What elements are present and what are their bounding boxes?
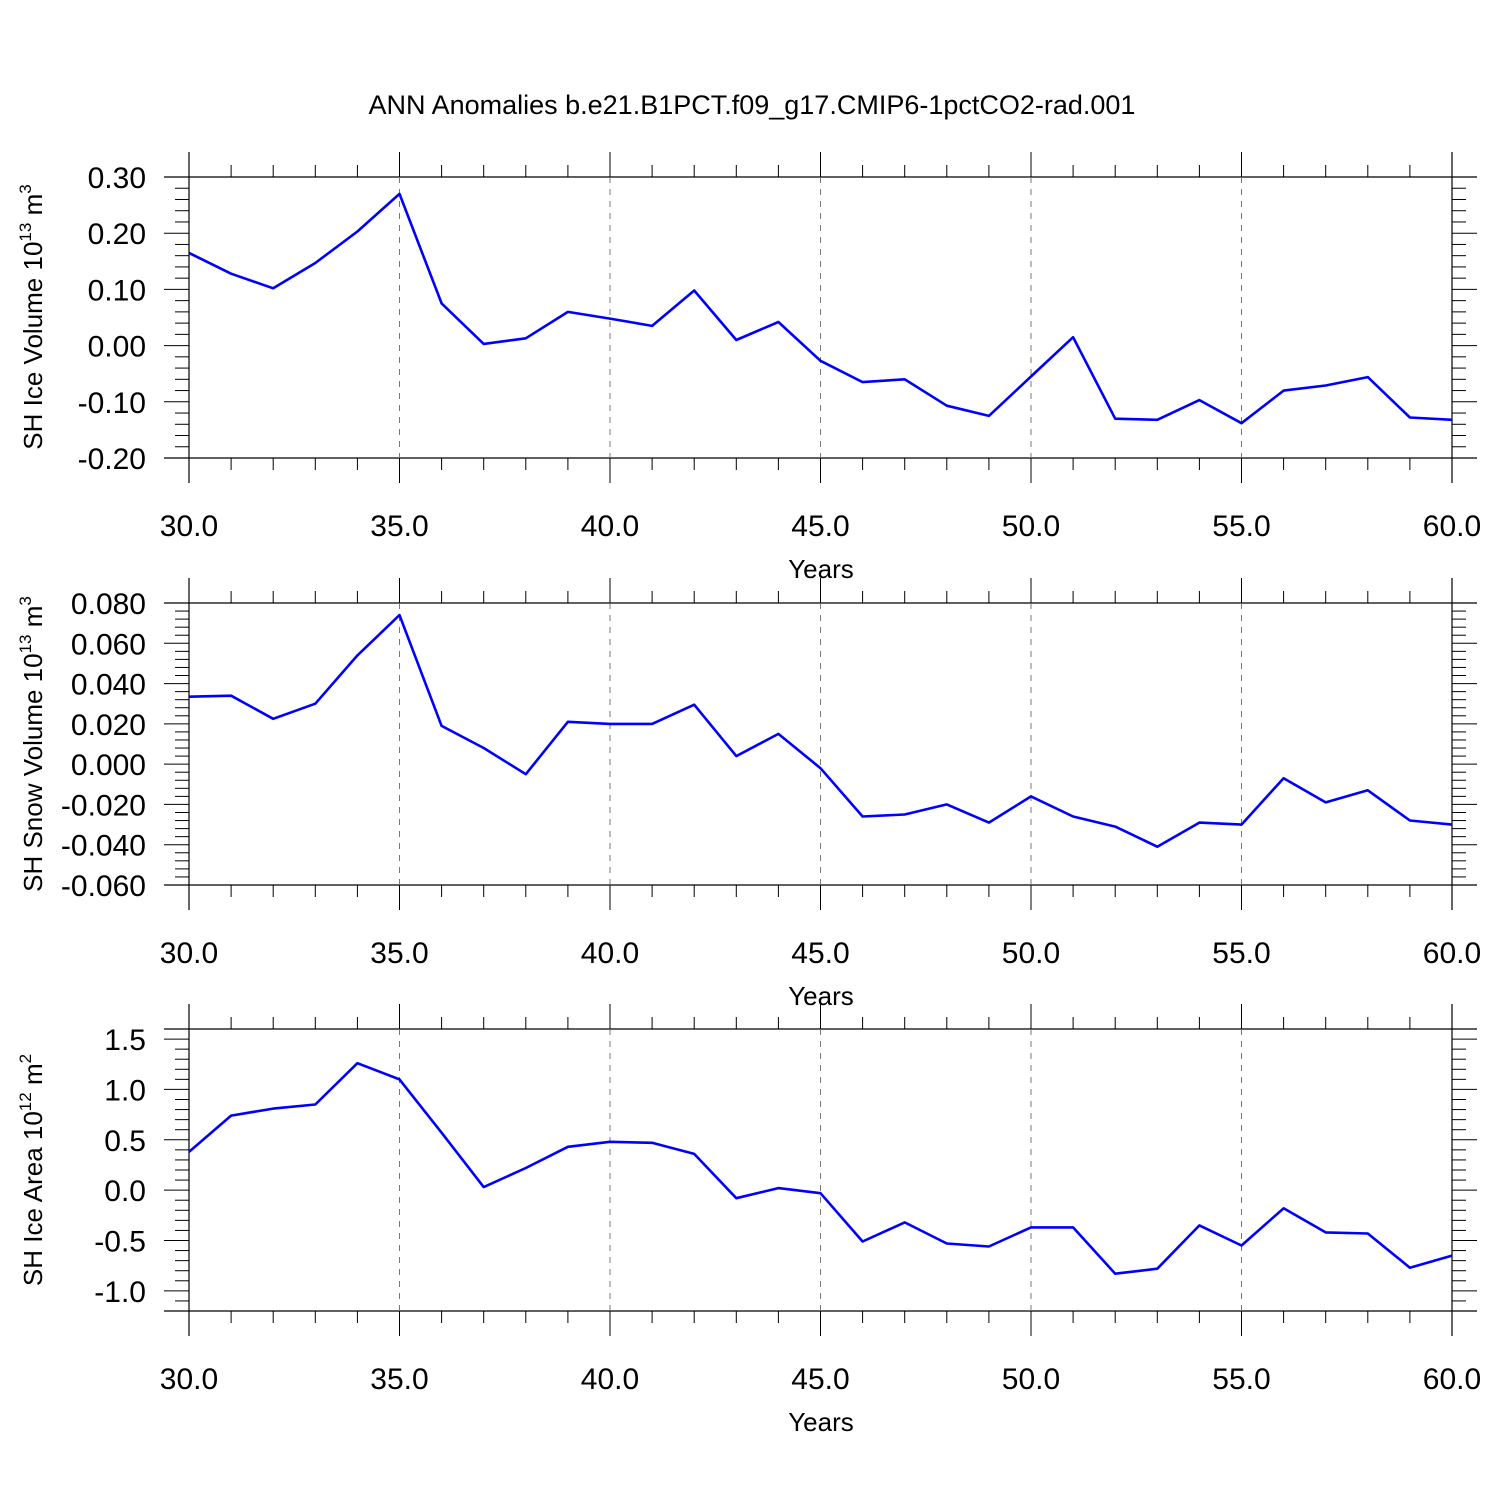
chart-panel-1: 30.0 35.0 40.0 45.0 50.0 55.0 60.0 -0.20 -0.10 0.… — [16, 152, 1481, 584]
x-tick-label: 30.0 — [160, 510, 218, 543]
y-tick-label: -0.040 — [61, 830, 146, 863]
x-tick-label: 60.0 — [1423, 1363, 1481, 1396]
x-tick-label: 35.0 — [370, 937, 428, 970]
y-axis-label: SH Ice Volume 1013 m3 — [16, 184, 48, 449]
y-tick-label: 0.0 — [104, 1175, 146, 1208]
y-tick-label: -0.020 — [61, 789, 146, 822]
x-tick-label: 60.0 — [1423, 510, 1481, 543]
y-tick-label: -0.060 — [61, 870, 146, 903]
x-tick-label: 45.0 — [791, 510, 849, 543]
x-tick-label: 35.0 — [370, 510, 428, 543]
y-axis-label: SH Ice Area 1012 m2 — [16, 1054, 48, 1286]
y-tick-label: -0.10 — [78, 387, 146, 420]
y-tick-label: 0.000 — [71, 749, 146, 782]
y-tick-label: 0.060 — [71, 628, 146, 661]
chart-panel-2: 30.0 35.0 40.0 45.0 50.0 55.0 60.0 -0.060 -0.040… — [16, 578, 1481, 1011]
x-tick-label: 40.0 — [581, 1363, 639, 1396]
x-tick-label: 50.0 — [1002, 937, 1060, 970]
y-tick-label: 0.20 — [88, 218, 146, 251]
y-tick-label: -0.20 — [78, 443, 146, 476]
y-tick-label: 0.30 — [88, 162, 146, 195]
y-tick-label: 1.5 — [104, 1024, 146, 1057]
y-axis-label: SH Snow Volume 1013 m3 — [16, 596, 48, 892]
series-line-1 — [188, 192, 1453, 425]
y-tick-label: 0.10 — [88, 274, 146, 307]
series-line-1 — [188, 1061, 1453, 1275]
y-tick-label: 1.0 — [104, 1074, 146, 1107]
y-tick-label: 0.040 — [71, 669, 146, 702]
x-tick-label: 50.0 — [1002, 1363, 1060, 1396]
x-tick-label: 60.0 — [1423, 937, 1481, 970]
y-tick-label: -0.5 — [94, 1226, 146, 1259]
x-tick-label: 45.0 — [791, 937, 849, 970]
x-axis-label: Years — [788, 1407, 854, 1437]
x-tick-label: 30.0 — [160, 1363, 218, 1396]
y-tick-label: 0.080 — [71, 588, 146, 621]
x-tick-label: 55.0 — [1212, 510, 1270, 543]
x-tick-label: 35.0 — [370, 1363, 428, 1396]
x-tick-label: 45.0 — [791, 1363, 849, 1396]
y-tick-label: 0.020 — [71, 709, 146, 742]
x-tick-label: 55.0 — [1212, 1363, 1270, 1396]
chart-title: ANN Anomalies b.e21.B1PCT.f09_g17.CMIP6-… — [369, 90, 1136, 120]
x-tick-label: 40.0 — [581, 937, 639, 970]
y-tick-label: 0.5 — [104, 1125, 146, 1158]
chart-panel-3: 30.0 35.0 40.0 45.0 50.0 55.0 60.0 -1.0 -0.5 0.0 0… — [16, 1004, 1481, 1437]
x-tick-label: 50.0 — [1002, 510, 1060, 543]
x-tick-label: 40.0 — [581, 510, 639, 543]
series-line-1 — [188, 613, 1453, 849]
x-tick-label: 55.0 — [1212, 937, 1270, 970]
x-tick-label: 30.0 — [160, 937, 218, 970]
y-tick-label: 0.00 — [88, 331, 146, 364]
y-tick-label: -1.0 — [94, 1276, 146, 1309]
